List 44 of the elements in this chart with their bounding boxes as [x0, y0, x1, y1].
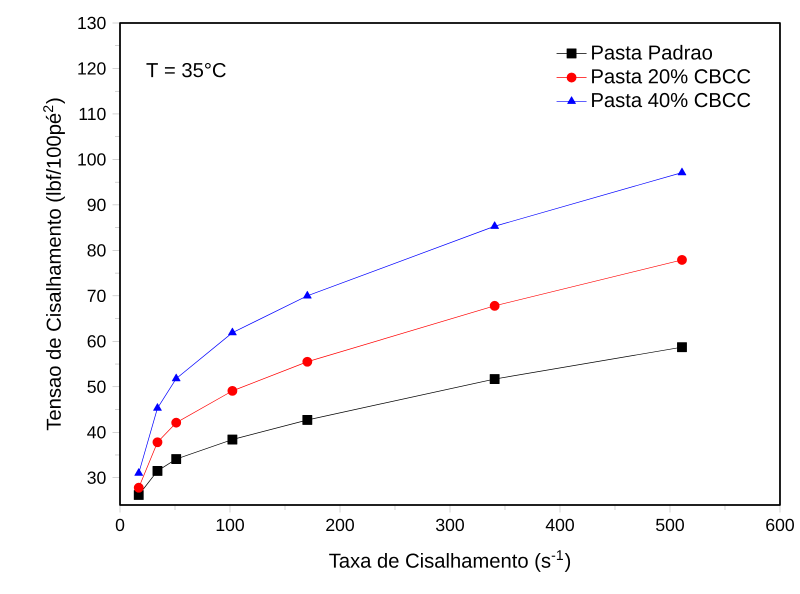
point	[152, 466, 162, 476]
y-axis-title: Tensao de Cisalhamento (lbf/100pé$^{2}$)	[43, 98, 65, 430]
y-tick-label: 100	[78, 153, 106, 166]
point	[490, 374, 500, 384]
y-tick-label: 60	[88, 335, 106, 348]
point	[153, 403, 162, 411]
point	[302, 356, 312, 367]
y-tick-label: 50	[87, 380, 106, 393]
x-axis-title: Taxa de Cisalhamento (s$^{-1}$)	[329, 550, 570, 572]
y-tick-label: 130	[78, 16, 106, 30]
y-tick-label: 80	[88, 244, 106, 257]
x-tick-label: 500	[656, 518, 684, 532]
point	[134, 468, 144, 476]
point	[227, 434, 238, 444]
x-tick-label: 300	[436, 518, 464, 532]
x-tick-label: 200	[326, 518, 354, 532]
point	[171, 454, 182, 464]
legend-label: Pasta Padrao	[592, 44, 712, 60]
y-tick-label: 40	[87, 426, 106, 438]
point	[677, 254, 687, 265]
point	[678, 168, 686, 176]
point	[490, 221, 499, 229]
legend-label: Pasta 40% CBCC	[592, 92, 750, 108]
y-tick-label: 30	[87, 472, 106, 484]
x-tick-label: 600	[766, 518, 794, 532]
annotation: T = 35°C	[146, 62, 226, 78]
y-tick-label: 90	[88, 198, 106, 212]
y-tick-label: 110	[80, 108, 106, 120]
point	[490, 300, 500, 311]
point	[228, 328, 237, 336]
point	[134, 482, 144, 493]
point	[677, 342, 687, 352]
x-tick-label: 400	[546, 518, 574, 532]
point	[303, 290, 312, 298]
point	[171, 418, 182, 428]
point	[172, 374, 181, 382]
point	[152, 437, 162, 448]
legend-label: Pasta 20% CBCC	[592, 69, 750, 84]
point	[302, 415, 312, 425]
point	[227, 386, 238, 396]
y-tick-label: 120	[78, 62, 106, 75]
y-tick-label: 70	[88, 290, 106, 302]
x-tick-label: 0	[116, 518, 124, 532]
x-tick-label: 100	[216, 518, 244, 532]
